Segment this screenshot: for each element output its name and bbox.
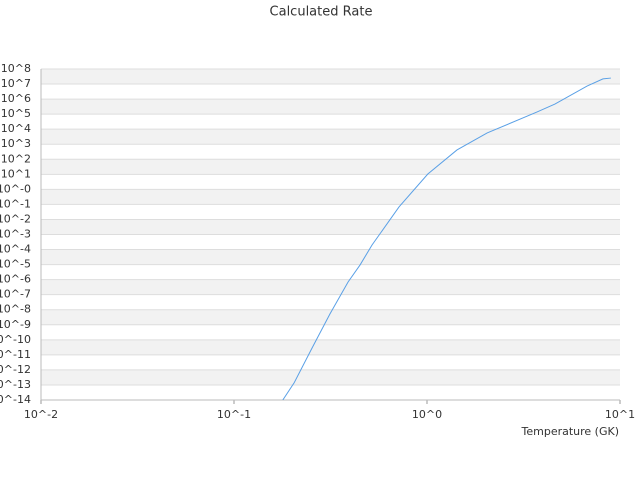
grid-band	[41, 279, 620, 295]
y-tick-label: 10^-0	[0, 182, 31, 195]
y-tick-label: 10^2	[1, 152, 31, 165]
y-tick-label: 10^6	[1, 92, 31, 105]
grid-band	[41, 159, 620, 175]
grid-band	[41, 129, 620, 145]
chart-title: Calculated Rate	[270, 5, 373, 20]
y-tick-label: 10^-3	[0, 228, 31, 241]
y-tick-label: 10^-12	[0, 363, 31, 376]
data-line	[282, 77, 611, 400]
grid-band	[41, 309, 620, 325]
y-tick-label: 10^4	[1, 122, 31, 135]
grid-band	[41, 339, 620, 355]
y-tick-label: 10^5	[1, 107, 31, 120]
grid-band	[41, 219, 620, 235]
y-tick-label: 10^-10	[0, 333, 31, 346]
grid-band	[41, 249, 620, 265]
y-tick-label: 10^-4	[0, 243, 31, 256]
y-tick-label: 10^3	[1, 137, 31, 150]
y-tick-label: 10^-13	[0, 378, 31, 391]
y-tick-label: 10^-5	[0, 258, 31, 271]
grid-band	[41, 69, 620, 85]
x-tick-label: 10^-1	[217, 408, 251, 421]
grid-band	[41, 189, 620, 205]
y-tick-label: 10^-6	[0, 273, 31, 286]
y-tick-label: 10^1	[1, 167, 31, 180]
y-tick-label: 10^-2	[0, 212, 31, 225]
y-tick-label: 10^-11	[0, 348, 31, 361]
x-tick-label: 10^1	[605, 408, 635, 421]
x-tick-label: 10^0	[412, 408, 442, 421]
y-tick-label: 10^-7	[0, 288, 31, 301]
y-tick-label: 10^-8	[0, 303, 31, 316]
x-tick-label: 10^-2	[24, 408, 58, 421]
y-tick-label: 10^-9	[0, 318, 31, 331]
y-tick-label: 10^-14	[0, 393, 31, 406]
y-tick-label: 10^-1	[0, 197, 31, 210]
grid-band	[41, 369, 620, 385]
y-tick-label: 10^8	[1, 62, 31, 75]
x-axis-label: Temperature (GK)	[521, 425, 620, 438]
grid-band	[41, 99, 620, 115]
y-tick-label: 10^7	[1, 77, 31, 90]
